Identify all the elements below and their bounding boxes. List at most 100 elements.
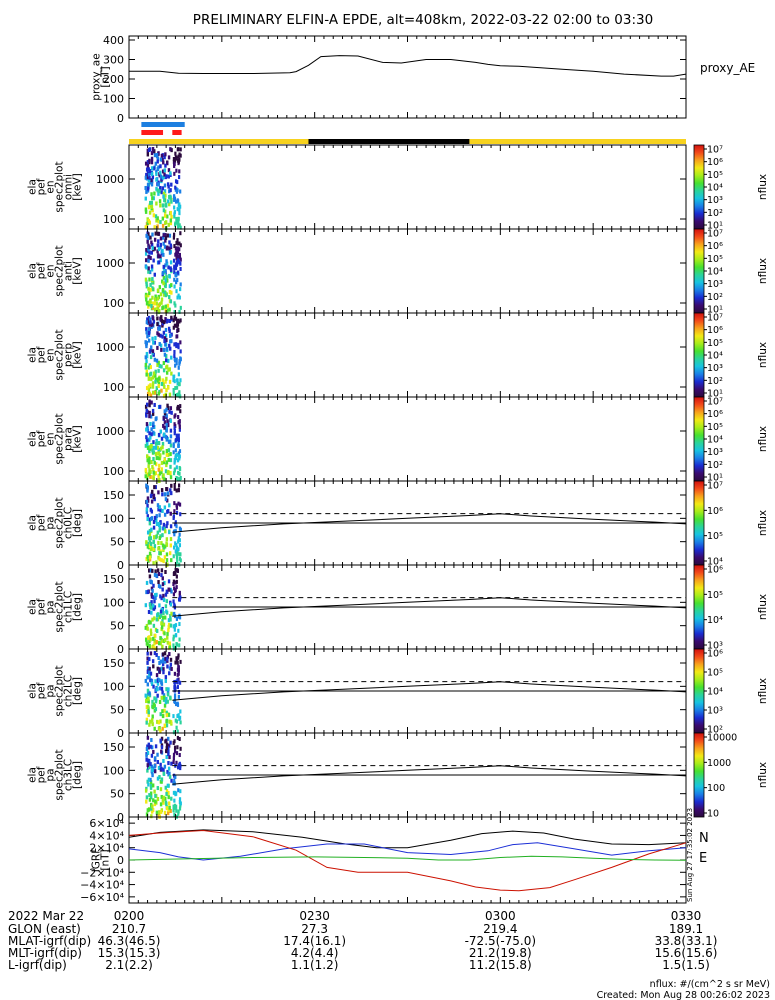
pitch-spectrogram-cell <box>178 590 181 595</box>
energy-spectrogram-cell <box>177 159 180 164</box>
energy-spectrogram-cell <box>162 241 165 246</box>
pitch-spectrogram-cell <box>150 809 154 814</box>
pitch-spectrogram-cell <box>149 536 152 541</box>
energy-spectrogram-cell <box>165 174 168 179</box>
energy-spectrogram-cell <box>178 467 182 472</box>
pitch-spectrogram-cell <box>179 512 182 517</box>
pitch-spectrogram-cell <box>178 797 182 802</box>
energy-spectrogram-cell <box>169 194 172 199</box>
energy-spectrogram-cell <box>146 239 149 244</box>
pitch-panel-ylabel: spec2plot <box>54 749 66 800</box>
pitch-spectrogram-cell <box>150 718 154 723</box>
pitch-spectrogram-cell <box>177 671 180 676</box>
energy-spectrogram-cell <box>145 372 148 377</box>
pitch-spectrogram-cell <box>176 729 179 734</box>
energy-spectrogram-cell <box>178 241 181 246</box>
pitch-spectrogram-cell <box>173 627 176 632</box>
energy-spectrogram-cell <box>146 317 149 322</box>
pitch-spectrogram-cell <box>166 635 169 640</box>
energy-spectrogram-cell <box>165 449 169 454</box>
units-note: nflux: #/(cm^2 s sr MeV) <box>650 979 770 990</box>
energy-y-tick: 1000 <box>96 257 124 270</box>
pitch-spectrogram-cell <box>163 695 166 700</box>
energy-panel-ylabel: en <box>45 432 57 445</box>
energy-spectrogram-cell <box>170 410 173 415</box>
energy-spectrogram-cell <box>176 207 179 212</box>
energy-spectrogram-cell <box>176 260 179 265</box>
pitch-spectrogram-cell <box>174 623 178 628</box>
energy-spectrogram-cell <box>148 175 151 180</box>
science-zone-bar <box>141 122 185 127</box>
energy-spectrogram-cell <box>165 413 168 418</box>
pitch-spectrogram-cell <box>152 603 155 608</box>
igrf-y-tick: −4×10⁴ <box>80 879 124 892</box>
energy-spectrogram-cell <box>159 174 163 179</box>
energy-spectrogram-cell <box>175 357 178 362</box>
energy-spectrogram-cell <box>149 287 152 292</box>
colorbar <box>693 732 705 818</box>
energy-spectrogram-cell <box>145 284 149 289</box>
pitch-spectrogram-cell <box>162 800 165 805</box>
pitch-spectrogram-cell <box>159 762 162 767</box>
energy-spectrogram-cell <box>146 221 149 226</box>
pitch-spectrogram-cell <box>159 551 162 556</box>
pitch-spectrogram-cell <box>149 632 153 637</box>
energy-spectrogram-cell <box>147 302 151 307</box>
pitch-spectrogram-cell <box>158 669 161 674</box>
pitch-spectrogram-cell <box>178 538 181 543</box>
energy-spectrogram-cell <box>173 310 176 315</box>
energy-spectrogram-cell <box>164 278 167 283</box>
pitch-spectrogram-cell <box>179 709 182 714</box>
pitch-spectrogram-cell <box>164 785 167 790</box>
pitch-spectrogram-cell <box>158 603 161 608</box>
colorbar-tick-label: 10² <box>707 292 723 303</box>
pitch-spectrogram-cell <box>148 568 151 573</box>
pitch-spectrogram-cell <box>165 749 168 754</box>
pitch-spectrogram-cell <box>163 708 166 713</box>
energy-spectrogram-cell <box>172 232 176 237</box>
pitch-spectrogram-cell <box>150 610 153 615</box>
energy-spectrogram-cell <box>177 451 180 456</box>
energy-spectrogram-cell <box>151 322 154 327</box>
pitch-spectrogram-cell <box>172 634 175 639</box>
energy-spectrogram-cell <box>162 382 165 387</box>
energy-spectrogram-cell <box>153 301 156 306</box>
pitch-y-tick: 50 <box>110 788 124 801</box>
energy-spectrogram-cell <box>178 157 181 162</box>
energy-spectrogram-cell <box>178 211 181 216</box>
energy-spectrogram-cell <box>167 423 170 428</box>
energy-spectrogram-cell <box>156 296 160 301</box>
energy-spectrogram-cell <box>174 151 177 156</box>
energy-spectrogram-cell <box>156 345 159 350</box>
energy-spectrogram-cell <box>179 404 182 409</box>
pitch-spectrogram-cell <box>169 662 173 667</box>
loss-cone-curve <box>172 765 687 785</box>
pitch-spectrogram-cell <box>179 595 182 600</box>
pitch-spectrogram-cell <box>148 551 152 556</box>
pitch-spectrogram-cell <box>164 497 168 502</box>
pitch-spectrogram-cell <box>153 485 156 490</box>
pitch-spectrogram-cell <box>149 671 153 676</box>
energy-spectrogram-cell <box>176 278 179 283</box>
pitch-spectrogram-cell <box>152 606 156 611</box>
proxy-ae-y-tick: 100 <box>103 93 124 106</box>
pitch-spectrogram-cell <box>177 668 180 673</box>
pitch-spectrogram-cell <box>175 545 179 550</box>
pitch-spectrogram-cell <box>169 511 172 516</box>
energy-spectrogram-cell <box>176 476 179 481</box>
footer-time-tick: 0300 <box>485 909 516 923</box>
energy-spectrogram-cell <box>159 245 162 250</box>
pitch-spectrogram-cell <box>177 809 180 814</box>
energy-spectrogram-cell <box>153 297 157 302</box>
energy-spectrogram-cell <box>151 305 155 310</box>
pitch-spectrogram-cell <box>153 802 157 807</box>
pitch-spectrogram-cell <box>177 655 180 660</box>
energy-spectrogram-cell <box>156 249 159 254</box>
energy-spectrogram-cell <box>161 216 165 221</box>
footer-time-tick: 0200 <box>114 909 145 923</box>
pitch-spectrogram-cell <box>166 491 170 496</box>
energy-spectrogram-cell <box>148 403 151 408</box>
pitch-panel-ylabel: ch1LC <box>63 591 75 623</box>
pitch-spectrogram-cell <box>177 713 180 718</box>
energy-spectrogram-cell <box>148 391 151 396</box>
